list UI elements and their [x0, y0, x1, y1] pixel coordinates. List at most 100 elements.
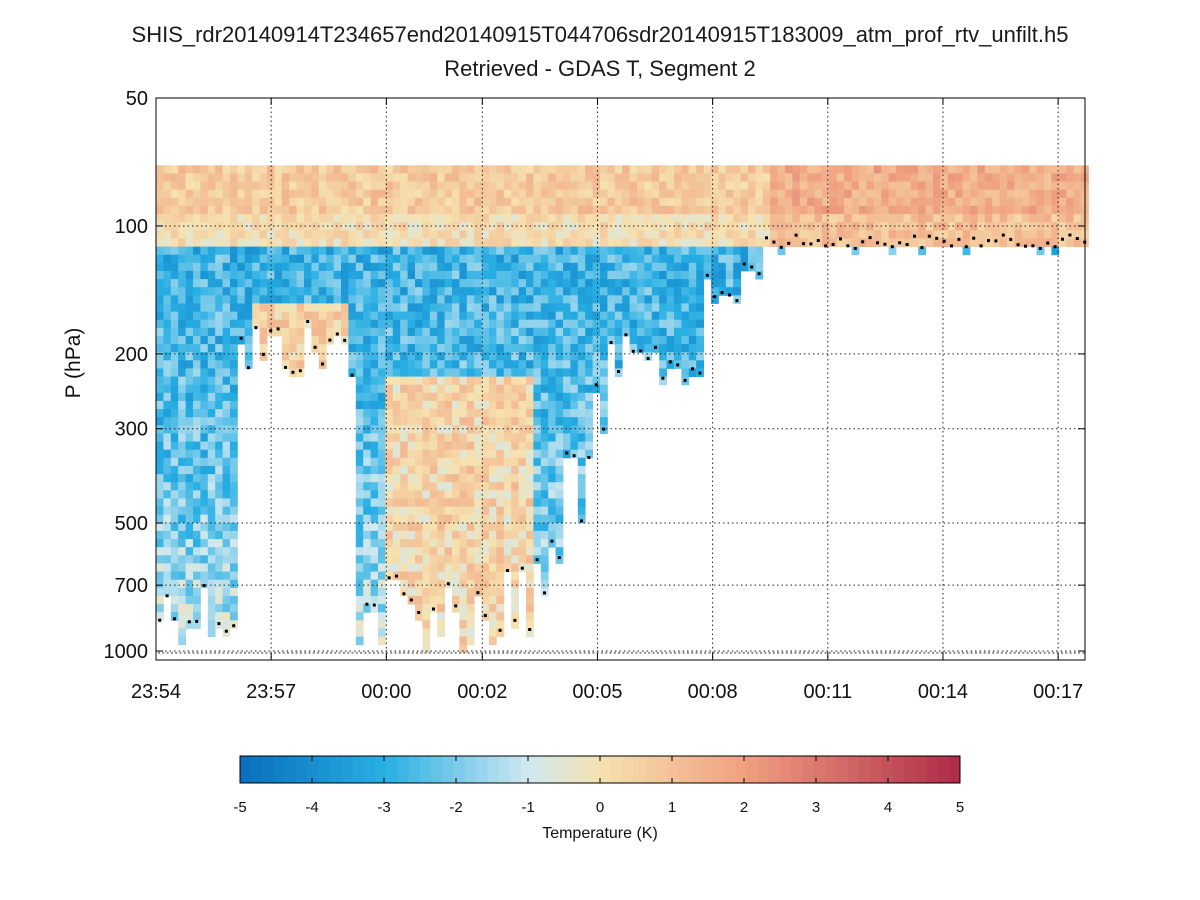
heatmap-cell [437, 547, 445, 556]
heatmap-cell [215, 465, 223, 475]
heatmap-cell [185, 547, 194, 556]
heatmap-cell [355, 474, 364, 483]
heatmap-cell [888, 238, 897, 247]
heatmap-cell [318, 222, 327, 231]
colorbar-swatch [510, 756, 522, 783]
surface-marker [239, 651, 242, 654]
heatmap-cell [392, 400, 401, 410]
heatmap-cell [622, 197, 630, 207]
heatmap-cell [163, 474, 172, 483]
heatmap-cell [577, 360, 586, 369]
surface-marker [411, 651, 414, 654]
heatmap-cell [947, 222, 956, 231]
heatmap-cell [385, 246, 394, 256]
heatmap-cell [518, 506, 527, 516]
heatmap-cell [178, 579, 186, 589]
surface-marker [192, 651, 195, 654]
heatmap-cell [178, 376, 186, 386]
heatmap-cell [836, 197, 845, 207]
heatmap-cell [385, 376, 394, 386]
heatmap-cell [422, 628, 431, 637]
heatmap-cell [385, 425, 394, 434]
surface-marker [416, 651, 418, 654]
heatmap-cell [459, 238, 468, 247]
heatmap-cell [666, 230, 675, 239]
heatmap-cell [481, 506, 490, 516]
heatmap-cell [474, 230, 482, 239]
heatmap-cell [503, 498, 512, 507]
colorbar-swatch [330, 756, 342, 783]
heatmap-cell [526, 490, 534, 499]
heatmap-cell [940, 181, 949, 191]
heatmap-cell [466, 189, 475, 199]
surface-marker [476, 651, 479, 654]
heatmap-cell [355, 441, 364, 451]
heatmap-cell [185, 555, 194, 564]
heatmap-cell [185, 222, 194, 231]
heatmap-cell [481, 319, 490, 329]
heatmap-cell [585, 246, 593, 256]
surface-marker [1052, 651, 1055, 654]
heatmap-cell [326, 287, 334, 296]
heatmap-cell [222, 254, 231, 264]
heatmap-cell [688, 270, 697, 280]
heatmap-cell [489, 522, 497, 532]
heatmap-cell [370, 352, 379, 361]
heatmap-cell [156, 335, 164, 345]
heatmap-cell [422, 246, 431, 256]
heatmap-cell [785, 173, 793, 182]
heatmap-cell [629, 214, 638, 223]
heatmap-cell [711, 295, 719, 304]
heatmap-cell [822, 189, 830, 199]
heatmap-cell [955, 165, 963, 174]
heatmap-cell [326, 165, 334, 174]
heatmap-cell [511, 230, 519, 239]
heatmap-cell [555, 482, 564, 491]
heatmap-cell [185, 587, 194, 597]
surface-markers [158, 651, 1085, 654]
heatmap-cell [570, 376, 579, 386]
heatmap-cell [792, 222, 801, 231]
heatmap-cell [378, 279, 386, 288]
heatmap-cell [185, 490, 194, 499]
heatmap-cell [526, 506, 534, 516]
heatmap-cell [970, 214, 978, 223]
heatmap-cell [563, 287, 571, 296]
heatmap-cell [755, 205, 764, 215]
heatmap-cell [452, 409, 460, 418]
heatmap-cell [222, 482, 231, 491]
heatmap-cell [215, 181, 223, 191]
surface-marker [940, 651, 943, 654]
heatmap-cell [614, 205, 623, 215]
heatmap-cell [526, 238, 534, 247]
heatmap-cell [274, 189, 283, 199]
heatmap-cell [1029, 173, 1037, 182]
heatmap-cell [193, 530, 201, 540]
heatmap-cell [1036, 238, 1045, 247]
heatmap-cell [518, 352, 527, 361]
colorbar-swatch [678, 756, 691, 783]
heatmap-cell [873, 189, 882, 199]
heatmap-cell [592, 173, 601, 182]
heatmap-cell [215, 246, 223, 256]
heatmap-cell [452, 498, 460, 507]
heatmap-cell [289, 270, 297, 280]
heatmap-cell [348, 287, 357, 296]
heatmap-cell [466, 295, 475, 304]
heatmap-cell [215, 189, 223, 199]
heatmap-cell [163, 400, 172, 410]
surface-marker [179, 651, 182, 654]
heatmap-cell [193, 400, 201, 410]
heatmap-cell [577, 311, 586, 321]
heatmap-cell [429, 547, 438, 556]
heatmap-cell [407, 254, 416, 264]
surface-marker [502, 651, 504, 654]
tropopause-marker [158, 618, 162, 622]
heatmap-cell [489, 539, 497, 548]
heatmap-cell [696, 262, 704, 272]
heatmap-cell [762, 165, 771, 174]
heatmap-cell [681, 327, 690, 337]
heatmap-cell [355, 173, 364, 182]
heatmap-cell [992, 214, 1000, 223]
